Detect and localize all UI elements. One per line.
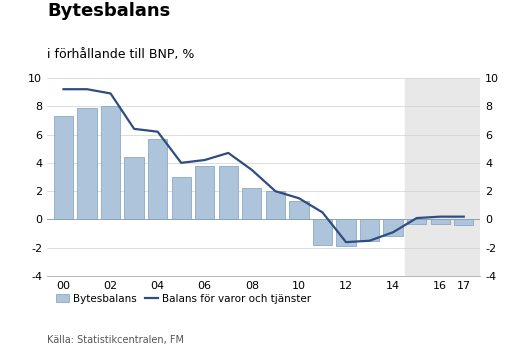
Bar [172,177,191,219]
Bar [289,201,309,219]
Bar [101,106,120,219]
Bar [195,166,215,219]
Bar [266,191,285,219]
Bar [407,219,426,224]
Bar [454,219,473,225]
Bar [384,219,403,236]
Bar [54,116,73,219]
Bar [405,78,480,276]
Text: i förhållande till BNP, %: i förhållande till BNP, % [47,48,194,61]
Bar [242,188,262,219]
Bar [313,219,332,245]
Bar [148,139,168,219]
Legend: Bytesbalans, Balans för varor och tjänster: Bytesbalans, Balans för varor och tjänst… [52,290,315,308]
Bar [124,157,144,219]
Bar [77,108,97,219]
Text: Källa: Statistikcentralen, FM: Källa: Statistikcentralen, FM [47,335,184,345]
Bar [219,166,238,219]
Bar [360,219,379,241]
Bar [431,219,450,224]
Bar [336,219,355,246]
Text: Bytesbalans: Bytesbalans [47,2,170,20]
